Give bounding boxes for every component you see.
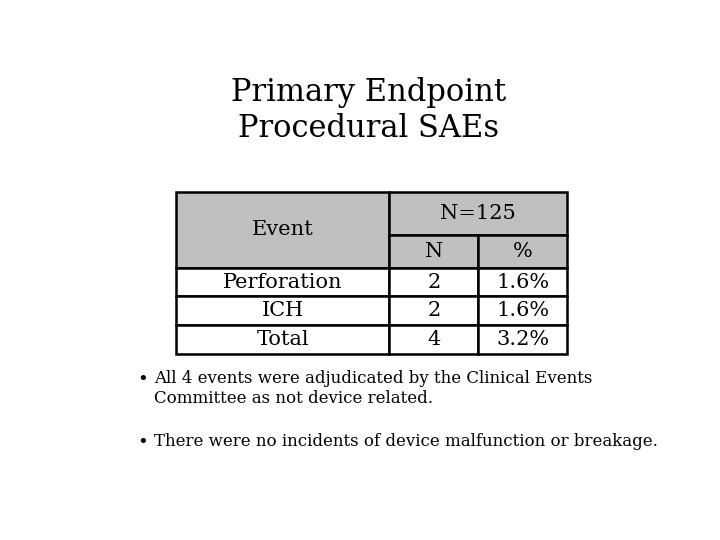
- Bar: [478, 325, 567, 354]
- Bar: [478, 235, 567, 268]
- Text: •: •: [138, 433, 148, 451]
- Bar: [176, 192, 390, 268]
- Bar: [478, 296, 567, 325]
- Bar: [176, 268, 390, 296]
- Bar: [478, 268, 567, 296]
- Text: 4: 4: [427, 330, 441, 349]
- Text: 2: 2: [427, 301, 441, 320]
- Text: Perforation: Perforation: [223, 273, 343, 292]
- Text: Primary Endpoint
Procedural SAEs: Primary Endpoint Procedural SAEs: [231, 77, 507, 144]
- Bar: [390, 235, 478, 268]
- Text: 1.6%: 1.6%: [496, 273, 549, 292]
- Text: 1.6%: 1.6%: [496, 301, 549, 320]
- Text: N=125: N=125: [441, 204, 516, 223]
- Text: Total: Total: [256, 330, 310, 349]
- Text: 3.2%: 3.2%: [496, 330, 549, 349]
- Bar: [390, 296, 478, 325]
- Text: ICH: ICH: [262, 301, 304, 320]
- Bar: [390, 325, 478, 354]
- Text: Event: Event: [252, 220, 314, 239]
- Text: There were no incidents of device malfunction or breakage.: There were no incidents of device malfun…: [154, 433, 658, 450]
- Bar: [176, 325, 390, 354]
- Text: •: •: [138, 370, 148, 388]
- Text: %: %: [513, 242, 533, 261]
- Text: 2: 2: [427, 273, 441, 292]
- Bar: [176, 296, 390, 325]
- Text: All 4 events were adjudicated by the Clinical Events
Committee as not device rel: All 4 events were adjudicated by the Cli…: [154, 370, 593, 407]
- Bar: [390, 268, 478, 296]
- Text: N: N: [425, 242, 443, 261]
- Bar: [390, 192, 567, 235]
